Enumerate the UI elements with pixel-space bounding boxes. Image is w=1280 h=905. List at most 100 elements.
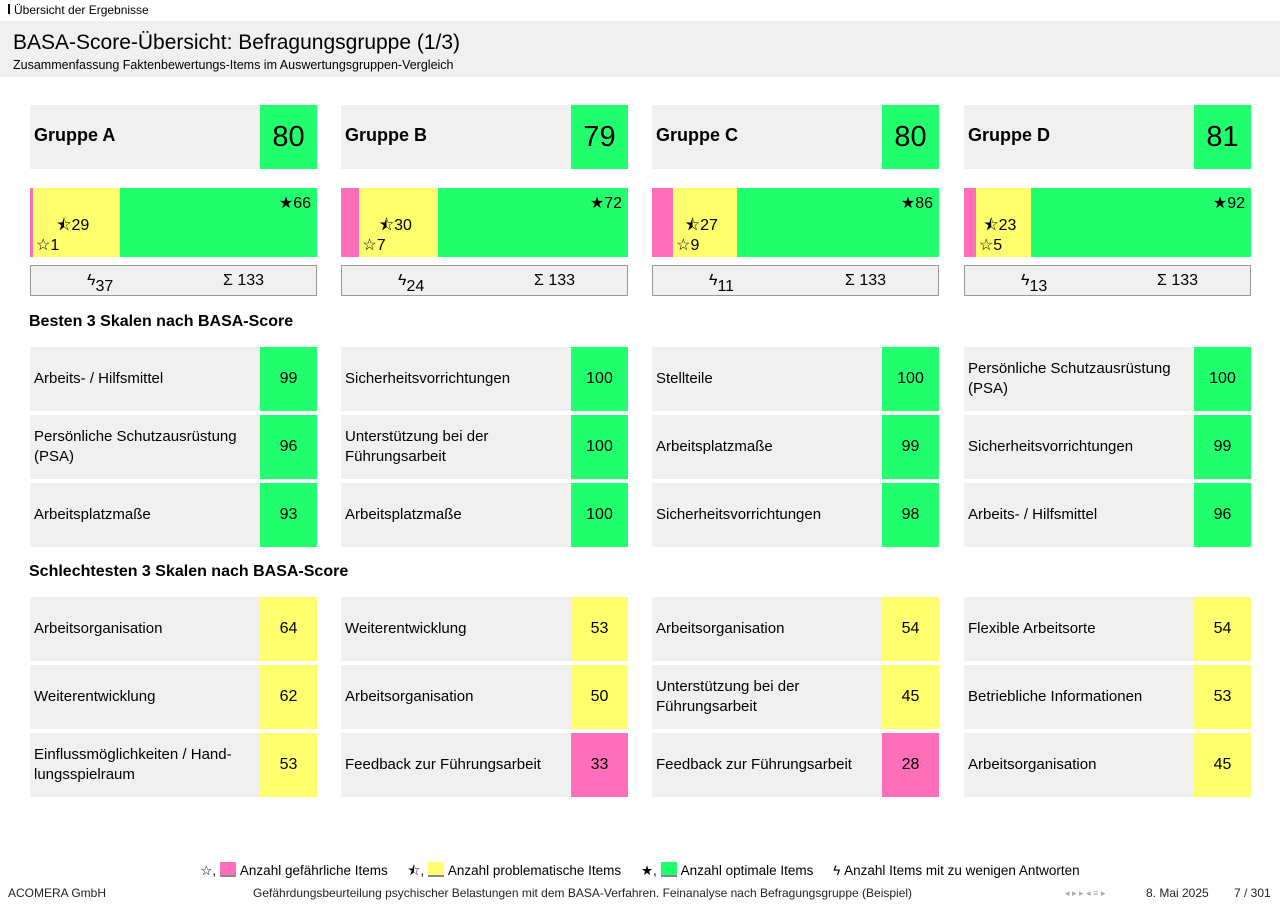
group-header: Gruppe B 79 (341, 105, 628, 169)
optimal-segment (438, 188, 628, 257)
problematic-segment (359, 188, 439, 257)
group-score: 80 (882, 105, 939, 169)
best-scale-row: Arbeits- / Hilfsmittel 96 (964, 483, 1251, 547)
few-answers-count: ϟ 24 (398, 272, 425, 295)
dangerous-segment (652, 188, 674, 257)
scale-score: 100 (571, 415, 628, 479)
scale-score: 53 (1194, 665, 1251, 729)
best-scale-row: Arbeits- / Hilfsmittel 99 (30, 347, 317, 411)
group-column: Gruppe A 80 ☆1 ⯪29 ★66 ϟ 37 Σ 133 Arbeits- / … (30, 105, 317, 797)
item-distribution-bar: ☆1 ⯪29 ★66 (30, 188, 317, 257)
legend-few-answers: Anzahl Items mit zu wenigen Antworten (844, 863, 1080, 878)
group-column: Gruppe C 80 ☆9 ⯪27 ★86 ϟ 11 Σ 133 Stellteile 1… (652, 105, 939, 797)
optimal-segment (1030, 188, 1251, 257)
worst-scale-row: Unterstützung bei der Führungsarbeit 45 (652, 665, 939, 729)
best-scale-row: Sicherheitsvorrichtungen 98 (652, 483, 939, 547)
optimal-count: ★86 (900, 195, 933, 212)
green-swatch (660, 862, 677, 877)
optimal-segment (119, 188, 317, 257)
scale-name: Sicherheitsvorrichtungen (656, 506, 822, 523)
scale-name: Arbeitsplatzmaße (345, 506, 462, 523)
best-scale-row: Sicherheitsvorrichtungen 99 (964, 415, 1251, 479)
scale-name: Arbeits- / Hilfsmittel (968, 506, 1098, 523)
few-answers-count: ϟ 11 (709, 272, 735, 295)
dangerous-segment (30, 188, 33, 257)
group-score: 80 (260, 105, 317, 169)
scale-score: 100 (882, 347, 939, 411)
scale-score: 54 (882, 597, 939, 661)
scale-score: 100 (571, 347, 628, 411)
scale-score: 99 (260, 347, 317, 411)
group-name: Gruppe D (968, 125, 1051, 145)
best-section-heading: Besten 3 Skalen nach BASA-Score (29, 313, 294, 330)
worst-scale-row: Feedback zur Führungsarbeit 33 (341, 733, 628, 797)
scale-score: 98 (882, 483, 939, 547)
scale-name: Stellteile (656, 370, 713, 387)
scale-name: Arbeitsorganisation (345, 688, 474, 705)
problematic-count: ⯪23 (983, 217, 1017, 234)
page-subtitle: Zusammenfassung Faktenbewertungs-Items i… (13, 58, 454, 72)
scale-name: Arbeitsorganisation (656, 620, 785, 637)
item-distribution-bar: ☆7 ⯪30 ★72 (341, 188, 628, 257)
scale-name: Arbeits- / Hilfsmittel (34, 370, 164, 387)
legend-problematic: Anzahl problematische Items (447, 863, 622, 878)
problematic-segment (975, 188, 1031, 257)
worst-scale-row: Einflussmöglichkeiten / Hand-lungsspielr… (30, 733, 317, 797)
pink-swatch (219, 862, 236, 877)
total-count: Σ 133 (845, 272, 887, 289)
optimal-count: ★72 (589, 195, 622, 212)
worst-scale-row: Arbeitsorganisation 45 (964, 733, 1251, 797)
scale-name: Einflussmöglichkeiten / Hand-lungsspielr… (34, 746, 232, 783)
total-count: Σ 133 (534, 272, 576, 289)
scale-name: Persönliche Schutzausrüstung (PSA) (968, 360, 1171, 397)
page-header: BASA-Score-Übersicht: Befragungsgruppe (… (0, 21, 1280, 77)
scale-name: Persönliche Schutzausrüstung (PSA) (34, 428, 237, 465)
worst-scale-row: Arbeitsorganisation 50 (341, 665, 628, 729)
scale-score: 96 (1194, 483, 1251, 547)
scale-name: Arbeitsorganisation (34, 620, 163, 637)
group-score: 81 (1194, 105, 1251, 169)
nav-arrows-icon[interactable]: ◂ ▸ ▸ ◂ ≡ ▸ (1065, 888, 1106, 898)
group-header: Gruppe A 80 (30, 105, 317, 169)
scale-score: 54 (1194, 597, 1251, 661)
problematic-segment (32, 188, 120, 257)
best-scale-row: Persönliche Schutzausrüstung (PSA) 100 (964, 347, 1251, 411)
scale-score: 53 (260, 733, 317, 797)
best-scale-row: Sicherheitsvorrichtungen 100 (341, 347, 628, 411)
best-scale-row: Arbeitsplatzmaße 99 (652, 415, 939, 479)
summary-box: ϟ 11 Σ 133 (652, 265, 939, 296)
summary-box: ϟ 37 Σ 133 (30, 265, 317, 296)
scale-score: 93 (260, 483, 317, 547)
scale-score: 100 (571, 483, 628, 547)
scale-score: 100 (1194, 347, 1251, 411)
dangerous-count: ☆1 (35, 237, 60, 254)
best-scale-row: Unterstützung bei der Führungsarbeit 100 (341, 415, 628, 479)
scale-name: Unterstützung bei der Führungsarbeit (656, 678, 800, 715)
footer-company: ACOMERA GmbH (8, 886, 107, 900)
worst-scale-row: Arbeitsorganisation 64 (30, 597, 317, 661)
scale-name: Arbeitsorganisation (968, 756, 1097, 773)
legend-dangerous: Anzahl gefährliche Items (239, 863, 388, 878)
scale-name: Sicherheitsvorrichtungen (968, 438, 1134, 455)
breadcrumb: Übersicht der Ergebnisse (8, 3, 149, 17)
scale-name: Betriebliche Informationen (968, 688, 1143, 705)
few-answers-count: ϟ 13 (1021, 272, 1048, 295)
yellow-swatch (427, 862, 444, 877)
group-column: Gruppe D 81 ☆5 ⯪23 ★92 ϟ 13 Σ 133 Persönliche… (964, 105, 1251, 797)
scale-name: Arbeitsplatzmaße (34, 506, 151, 523)
dangerous-count: ☆5 (978, 237, 1003, 254)
summary-box: ϟ 13 Σ 133 (964, 265, 1251, 296)
footer-page: 7 / 301 (1234, 886, 1271, 900)
group-name: Gruppe C (656, 125, 739, 145)
group-column: Gruppe B 79 ☆7 ⯪30 ★72 ϟ 24 Σ 133 Sicherheits… (341, 105, 628, 797)
scale-score: 28 (882, 733, 939, 797)
scale-score: 33 (571, 733, 628, 797)
dangerous-count: ☆7 (362, 237, 386, 254)
scale-name: Sicherheitsvorrichtungen (345, 370, 511, 387)
scale-score: 50 (571, 665, 628, 729)
dangerous-segment (964, 188, 976, 257)
legend-optimal: Anzahl optimale Items (680, 863, 814, 878)
worst-section-heading: Schlechtesten 3 Skalen nach BASA-Score (29, 563, 349, 580)
lightning-icon: ϟ (833, 863, 841, 878)
scale-score: 99 (882, 415, 939, 479)
